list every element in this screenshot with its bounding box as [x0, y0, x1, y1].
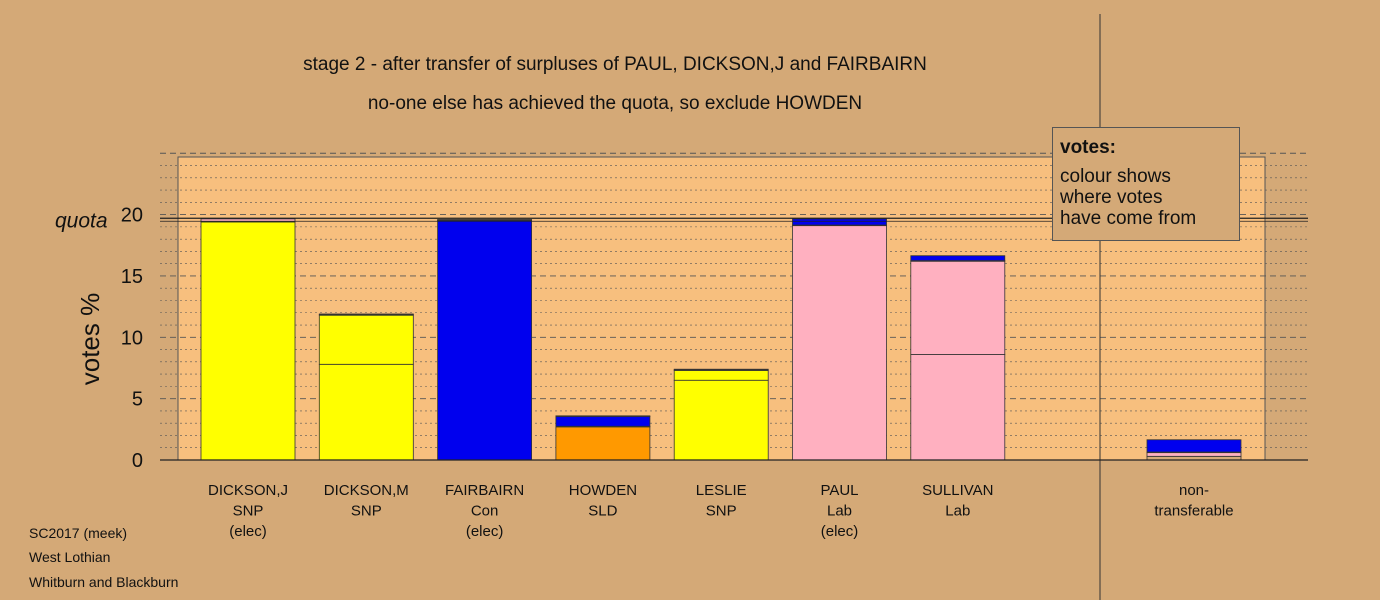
y-axis-label: votes %: [75, 293, 105, 386]
chart-subtitle: no-one else has achieved the quota, so e…: [367, 93, 863, 114]
candidate-label: SLD: [588, 503, 617, 520]
candidate-label: (elec): [466, 523, 504, 540]
candidate-label: DICKSON,M: [324, 482, 409, 499]
candidate-label: Con: [471, 503, 499, 520]
candidate-label: (elec): [229, 523, 267, 540]
chart-title: stage 2 - after transfer of surpluses of…: [303, 54, 927, 75]
quota-label: quota: [55, 209, 108, 232]
nontransferable-label: transferable: [1154, 503, 1233, 520]
bar-segment: [792, 218, 887, 226]
bar-segment: [910, 354, 1006, 461]
bar-segment: [437, 219, 533, 221]
bar-segment: [792, 225, 887, 461]
y-tick-label: 0: [132, 450, 143, 472]
y-tick-label: 10: [121, 327, 143, 349]
candidate-label: SNP: [706, 503, 737, 520]
bar-segment: [318, 363, 414, 461]
bar-segment: [200, 221, 296, 461]
bar-segment: [555, 415, 651, 417]
candidate-label: SNP: [351, 503, 382, 520]
bar-segment: [1146, 439, 1242, 453]
bar-segment: [910, 260, 1006, 355]
bar-segment: [673, 370, 769, 381]
candidate-label: (elec): [821, 523, 859, 540]
footer-council: West Lothian: [29, 549, 111, 565]
candidate-label: Lab: [827, 503, 852, 520]
candidate-label: DICKSON,J: [208, 482, 288, 499]
bar-segment: [318, 314, 414, 365]
legend-heading: votes:: [1060, 137, 1116, 158]
y-tick-label: 15: [121, 266, 143, 288]
legend-line: colour shows: [1060, 166, 1171, 187]
candidate-label: FAIRBAIRN: [445, 482, 524, 499]
candidate-label: SULLIVAN: [922, 482, 993, 499]
bar-segment: [555, 426, 651, 461]
footer-election: SC2017 (meek): [29, 525, 128, 541]
bar-segment: [673, 379, 769, 461]
legend-box: votes: colour shows where votes have com…: [1052, 127, 1240, 241]
footer-ward: Whitburn and Blackburn: [29, 574, 179, 590]
bar-segment: [318, 313, 414, 316]
bar-segment: [910, 255, 1006, 262]
candidate-label: LESLIE: [696, 482, 747, 499]
y-tick-label: 20: [121, 205, 143, 227]
y-tick-label: 5: [132, 389, 143, 411]
candidate-label: Lab: [945, 503, 970, 520]
legend-line: have come from: [1060, 208, 1197, 229]
bar-segment: [555, 416, 651, 427]
bar-segment: [1146, 452, 1242, 457]
bar-segment: [673, 368, 769, 371]
nontransferable-label: non-: [1179, 482, 1209, 499]
candidate-label: HOWDEN: [569, 482, 637, 499]
candidate-label: SNP: [233, 503, 264, 520]
bar-segment: [437, 220, 533, 461]
candidate-label: PAUL: [820, 482, 858, 499]
legend-line: where votes: [1060, 187, 1163, 208]
